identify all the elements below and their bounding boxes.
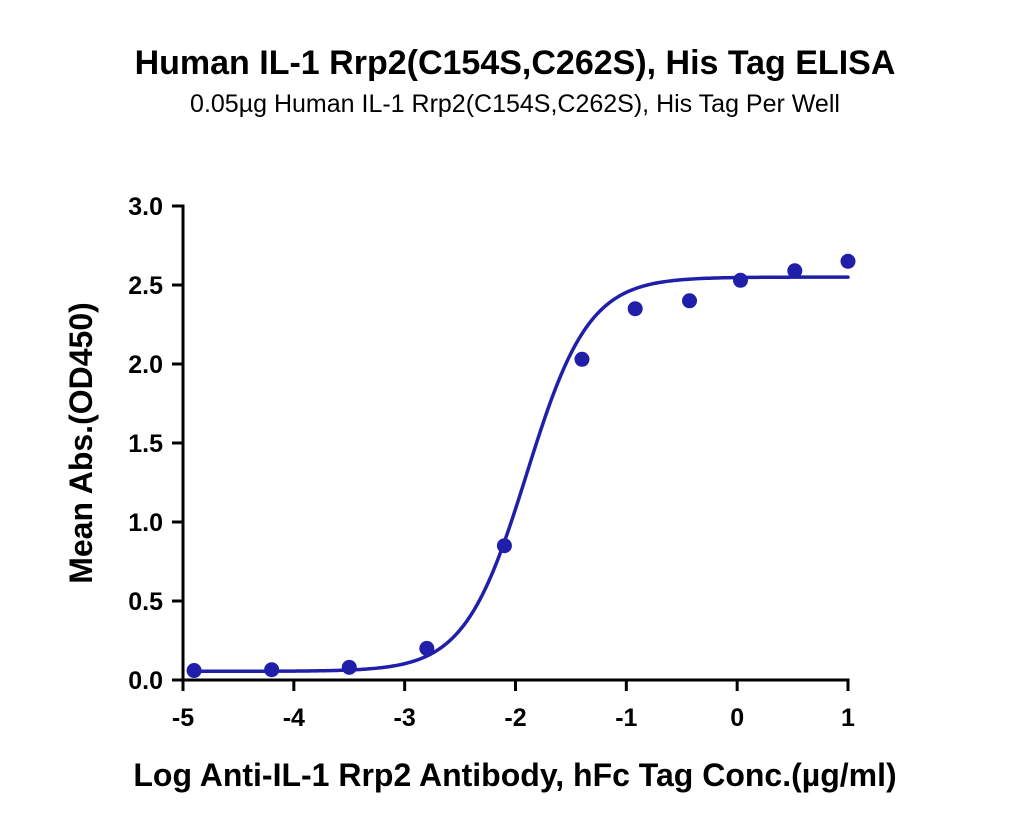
data-point <box>419 640 435 656</box>
x-axis-label: Log Anti-IL-1 Rrp2 Antibody, hFc Tag Con… <box>133 757 896 793</box>
x-tick-label: -3 <box>394 704 416 732</box>
y-axis-label: Mean Abs.(OD450) <box>63 302 99 584</box>
data-point <box>186 663 202 679</box>
chart-subtitle: 0.05µg Human IL-1 Rrp2(C154S,C262S), His… <box>190 90 840 118</box>
x-tick-label: 1 <box>841 704 855 732</box>
data-point <box>732 272 748 288</box>
y-tick-label: 0.0 <box>128 667 163 695</box>
x-tick-label: -4 <box>283 704 305 732</box>
data-point <box>264 662 280 678</box>
data-point <box>787 263 803 279</box>
x-axis-ticks: -5 -4 -3 -2 -1 0 1 <box>172 680 855 732</box>
data-points-layer <box>186 253 856 679</box>
chart-title: Human IL-1 Rrp2(C154S,C262S), His Tag EL… <box>135 44 896 82</box>
y-tick-label: 2.5 <box>128 272 163 300</box>
fit-curve-layer <box>192 275 850 674</box>
y-tick-label: 0.5 <box>128 588 163 616</box>
y-tick-label: 1.5 <box>128 430 163 458</box>
data-point <box>682 293 698 309</box>
y-tick-label: 1.0 <box>128 509 163 537</box>
x-tick-label: -5 <box>172 704 194 732</box>
y-axis-ticks: 0.0 0.5 1.0 1.5 2.0 2.5 3.0 <box>128 193 183 695</box>
fit-curve <box>192 275 850 674</box>
y-tick-label: 3.0 <box>128 193 163 221</box>
x-tick-label: -2 <box>504 704 526 732</box>
data-point <box>496 538 512 554</box>
x-tick-label: 0 <box>730 704 744 732</box>
data-point <box>341 659 357 675</box>
x-tick-label: -1 <box>615 704 637 732</box>
data-point <box>627 301 643 317</box>
data-point <box>840 253 856 269</box>
y-tick-label: 2.0 <box>128 351 163 379</box>
data-point <box>574 351 590 367</box>
